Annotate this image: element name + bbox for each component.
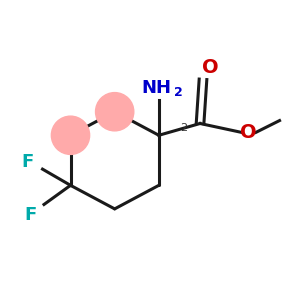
Text: O: O <box>240 123 257 142</box>
Text: F: F <box>25 206 37 224</box>
Text: O: O <box>202 58 219 77</box>
Text: NH: NH <box>141 79 171 97</box>
Text: 2: 2 <box>180 123 188 133</box>
Text: F: F <box>22 153 34 171</box>
Circle shape <box>51 116 90 154</box>
Text: 2: 2 <box>174 86 182 99</box>
Circle shape <box>95 93 134 131</box>
